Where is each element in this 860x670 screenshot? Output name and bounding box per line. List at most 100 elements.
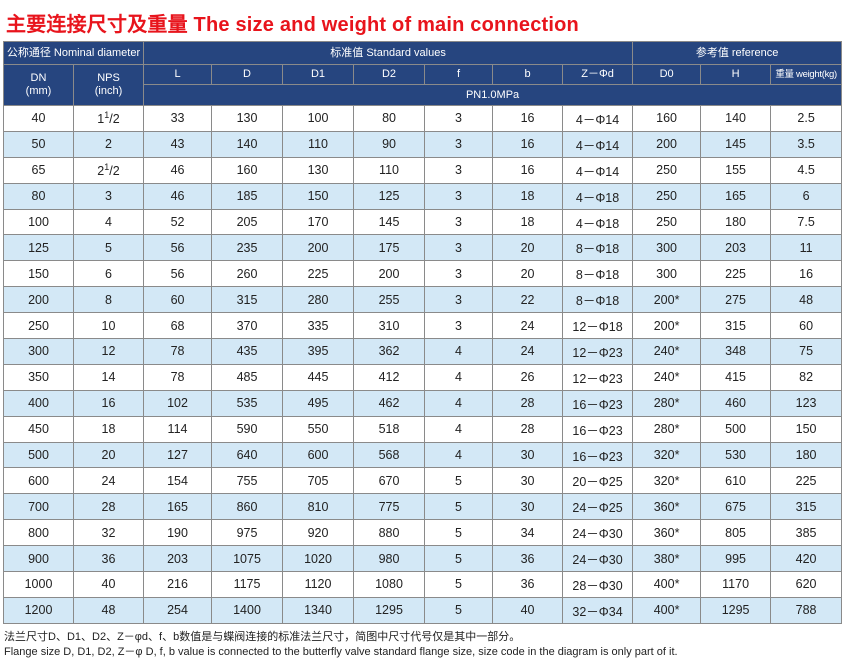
cell-d2: 80 [353, 105, 426, 132]
table-row: 80 3 46 185 150 125 3 18 4－Φ18 250 165 6 [3, 182, 843, 210]
page-title: 主要连接尺寸及重量 The size and weight of main co… [6, 14, 579, 36]
cell-dn: 100 [3, 208, 74, 236]
cell-f: 3 [424, 234, 494, 262]
cell-zd: 8－Φ18 [562, 260, 634, 288]
cell-l: 203 [143, 545, 213, 573]
cell-dn: 400 [3, 389, 74, 417]
cell-d2: 412 [353, 363, 426, 391]
header-dn: DN (mm) [3, 64, 74, 106]
cell-dn: 250 [3, 312, 74, 340]
cell-nps: 4 [72, 208, 145, 236]
cell-weight: 315 [770, 493, 843, 521]
cell-b: 16 [492, 105, 564, 132]
cell-nps: 24 [72, 467, 145, 495]
cell-d0: 400* [632, 571, 702, 598]
cell-l: 254 [143, 596, 213, 624]
header-dn-unit: (mm) [25, 85, 52, 97]
cell-zd: 24－Φ30 [562, 545, 634, 573]
cell-zd: 24－Φ30 [562, 519, 634, 547]
cell-dn: 500 [3, 441, 74, 469]
cell-l: 43 [143, 130, 213, 158]
cell-weight: 3.5 [770, 130, 843, 158]
cell-f: 3 [424, 312, 494, 340]
table-row: 300 12 78 435 395 362 4 24 12－Φ23 240* 348 75 [3, 338, 843, 365]
cell-f: 3 [424, 286, 494, 314]
cell-d: 235 [211, 234, 284, 262]
spec-table: 公称通径 Nominal diameter 标准值 Standard value… [2, 41, 843, 624]
cell-weight: 123 [770, 389, 843, 417]
cell-nps: 2 [72, 130, 145, 158]
nps-main: 18 [101, 422, 116, 437]
cell-b: 20 [492, 260, 564, 288]
cell-h: 348 [700, 338, 772, 365]
cell-d1: 130 [282, 156, 355, 184]
nps-main: 28 [101, 499, 116, 514]
cell-f: 3 [424, 130, 494, 158]
cell-dn: 150 [3, 260, 74, 288]
cell-d1: 200 [282, 234, 355, 262]
cell-l: 78 [143, 338, 213, 365]
header-col-d1: D1 [282, 64, 355, 85]
header-col-d2: D2 [353, 64, 426, 85]
table-header: 公称通径 Nominal diameter 标准值 Standard value… [2, 41, 843, 106]
table-row: 50 2 43 140 110 90 3 16 4－Φ14 200 145 3.5 [3, 130, 843, 158]
nps-main: 14 [101, 370, 116, 385]
cell-f: 5 [424, 467, 494, 495]
table-row: 400 16 102 535 495 462 4 28 16－Φ23 280* 460 123 [3, 389, 843, 417]
cell-zd: 8－Φ18 [562, 286, 634, 314]
nps-main: 5 [105, 240, 112, 255]
cell-d: 160 [211, 156, 284, 184]
cell-l: 190 [143, 519, 213, 547]
cell-weight: 620 [770, 571, 843, 598]
cell-f: 5 [424, 596, 494, 624]
cell-d: 370 [211, 312, 284, 340]
cell-weight: 180 [770, 441, 843, 469]
cell-d0: 240* [632, 363, 702, 391]
cell-weight: 11 [770, 234, 843, 262]
header-col-b: b [492, 64, 564, 85]
header-reference: 参考值 reference [632, 41, 843, 65]
cell-weight: 60 [770, 312, 843, 340]
cell-zd: 28－Φ30 [562, 571, 634, 598]
cell-d0: 360* [632, 519, 702, 547]
cell-d: 1400 [211, 596, 284, 624]
cell-zd: 4－Φ18 [562, 208, 634, 236]
cell-d1: 110 [282, 130, 355, 158]
cell-d2: 310 [353, 312, 426, 340]
nps-main: 4 [105, 215, 112, 229]
cell-h: 180 [700, 208, 772, 236]
table-row: 150 6 56 260 225 200 3 20 8－Φ18 300 225 16 [3, 260, 843, 288]
cell-zd: 16－Φ23 [562, 415, 634, 443]
cell-l: 60 [143, 286, 213, 314]
cell-b: 30 [492, 441, 564, 469]
cell-d1: 225 [282, 260, 355, 288]
cell-nps: 11/2 [72, 105, 145, 132]
cell-l: 56 [143, 234, 213, 262]
nps-main: 3 [105, 189, 112, 204]
header-standard-values: 标准值 Standard values [143, 41, 634, 65]
cell-f: 3 [424, 156, 494, 184]
cell-nps: 21/2 [72, 156, 145, 184]
header-nps: NPS (inch) [72, 64, 145, 106]
cell-h: 805 [700, 519, 772, 547]
cell-dn: 40 [3, 105, 74, 132]
cell-d1: 920 [282, 519, 355, 547]
cell-l: 216 [143, 571, 213, 598]
cell-d1: 1020 [282, 545, 355, 573]
cell-f: 4 [424, 338, 494, 365]
cell-weight: 788 [770, 596, 843, 624]
cell-d0: 200 [632, 130, 702, 158]
cell-d0: 280* [632, 415, 702, 443]
table-row: 800 32 190 975 920 880 5 34 24－Φ30 360* 805 385 [3, 519, 843, 547]
cell-dn: 200 [3, 286, 74, 314]
cell-d: 860 [211, 493, 284, 521]
cell-d: 755 [211, 467, 284, 495]
cell-b: 28 [492, 389, 564, 417]
header-nps-unit: (inch) [94, 85, 123, 97]
footnote-chinese: 法兰尺寸D、D1、D2、Z－φd、f、b数值是与蝶阀连接的标准法兰尺寸，简图中尺… [4, 631, 521, 643]
cell-d2: 1295 [353, 596, 426, 624]
nps-main: 24 [101, 473, 116, 488]
cell-d0: 360* [632, 493, 702, 521]
cell-l: 154 [143, 467, 213, 495]
cell-nps: 6 [72, 260, 145, 288]
